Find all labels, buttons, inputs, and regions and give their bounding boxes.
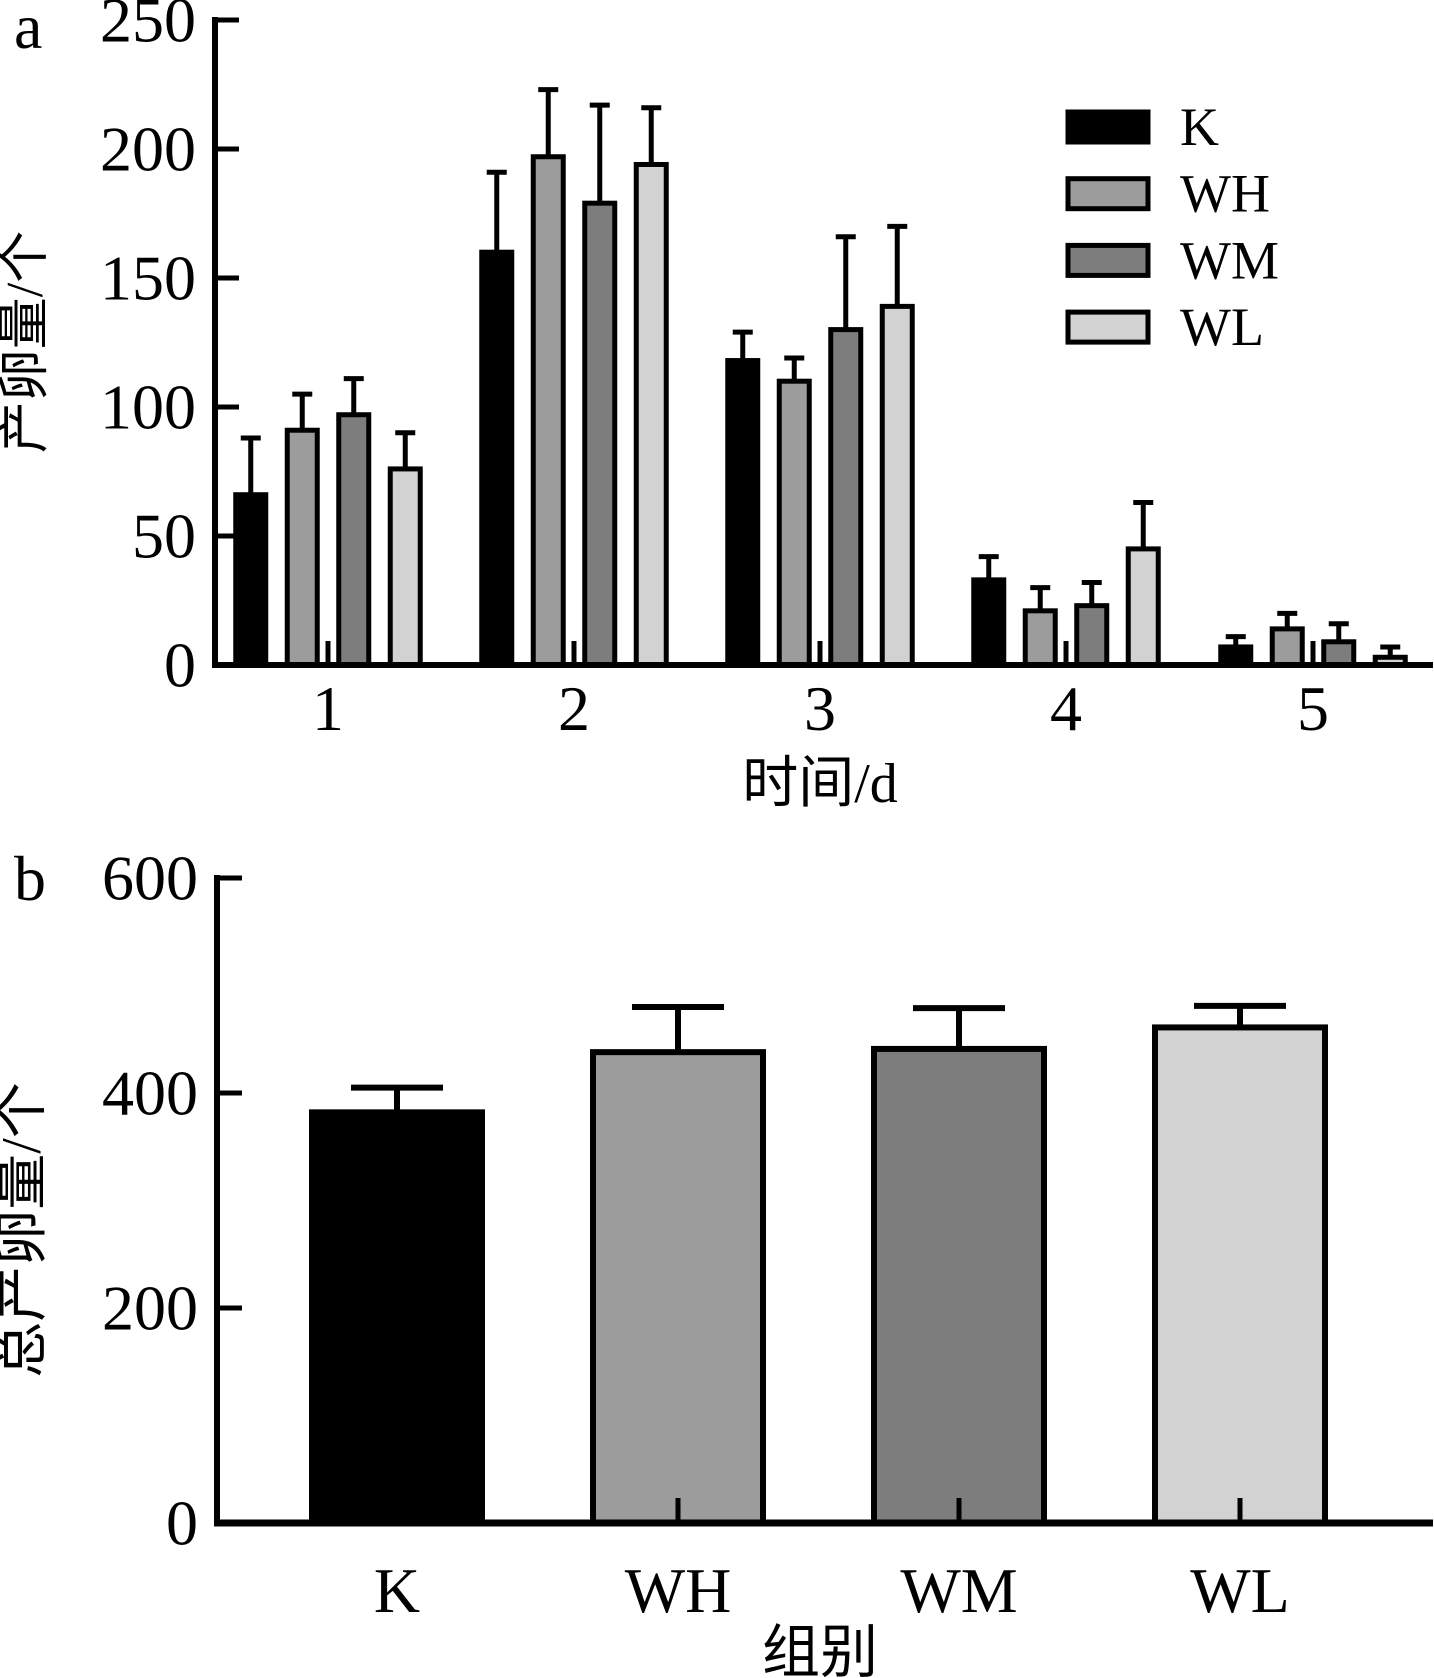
- y-tick-label-b-400: 400: [102, 1058, 198, 1129]
- legend-item-K: [1065, 109, 1151, 145]
- panel-a-chart: [212, 17, 1433, 668]
- bar-WH-day5: [1269, 626, 1305, 668]
- bar-total-WH: [590, 1049, 766, 1527]
- legend-label-WM: WM: [1180, 230, 1279, 290]
- y-axis-title-b: 总产卵量/个: [0, 1082, 53, 1378]
- bar-WH-day2: [530, 154, 566, 668]
- y-tick-label-50: 50: [132, 501, 196, 572]
- panel-b-label: b: [14, 843, 46, 914]
- bar-WH-day4: [1022, 608, 1058, 668]
- legend-item-WH: [1065, 176, 1151, 212]
- y-tick-label-200: 200: [100, 114, 196, 185]
- y-tick-label-b-0: 0: [166, 1488, 198, 1559]
- bar-WL-day1: [387, 466, 423, 668]
- bar-WM-day2: [582, 200, 618, 668]
- x-tick-label-day3: 3: [804, 673, 836, 744]
- legend-item-WL: [1065, 309, 1151, 345]
- bar-WH-day3: [776, 378, 812, 668]
- panel-b-chart: [214, 875, 1433, 1527]
- x-tick-label-day5: 5: [1297, 673, 1329, 744]
- bar-total-WL: [1152, 1024, 1328, 1527]
- x-tick-label-day4: 4: [1050, 673, 1082, 744]
- x-tick-label-K: K: [374, 1555, 420, 1626]
- x-tick-label-day1: 1: [312, 673, 344, 744]
- x-axis-title-b: 组别: [762, 1620, 878, 1678]
- y-tick-label-150: 150: [100, 243, 196, 314]
- y-axis-title-a: 产卵量/个: [0, 231, 54, 453]
- legend-label-WH: WH: [1180, 164, 1270, 224]
- legend-swatch-WH: [1065, 176, 1151, 212]
- bar-WH-day1: [284, 427, 320, 668]
- bar-K-day3: [725, 358, 761, 668]
- legend-swatch-K: [1065, 109, 1151, 145]
- x-tick-label-day2: 2: [558, 673, 590, 744]
- legend-label-WL: WL: [1180, 297, 1264, 357]
- bar-total-K: [309, 1109, 485, 1526]
- x-tick-label-WH: WH: [625, 1555, 732, 1626]
- x-tick-label-WL: WL: [1190, 1555, 1290, 1626]
- x-axis-title-a: 时间/d: [742, 753, 898, 815]
- y-tick-label-0: 0: [164, 630, 196, 701]
- legend-swatch-WL: [1065, 309, 1151, 345]
- bar-K-day4: [971, 577, 1007, 668]
- legend-swatch-WM: [1065, 242, 1151, 278]
- bar-WM-day3: [828, 327, 864, 668]
- bar-total-WM: [871, 1045, 1047, 1527]
- bar-WL-day3: [879, 303, 915, 668]
- bar-WM-day4: [1074, 603, 1110, 668]
- bar-WL-day2: [633, 161, 669, 668]
- bar-WM-day1: [336, 412, 372, 668]
- y-tick-label-b-600: 600: [102, 843, 198, 914]
- panel-a-label: a: [14, 0, 42, 62]
- bar-K-day1: [233, 492, 269, 668]
- y-tick-label-100: 100: [100, 372, 196, 443]
- legend: [1065, 109, 1151, 345]
- bar-WM-day5: [1321, 639, 1357, 668]
- bar-WL-day4: [1125, 546, 1161, 668]
- y-tick-label-b-200: 200: [102, 1273, 198, 1344]
- y-tick-label-250: 250: [100, 0, 196, 56]
- legend-label-K: K: [1180, 97, 1219, 157]
- bar-K-day2: [479, 249, 515, 668]
- legend-item-WM: [1065, 242, 1151, 278]
- x-tick-label-WM: WM: [900, 1555, 1017, 1626]
